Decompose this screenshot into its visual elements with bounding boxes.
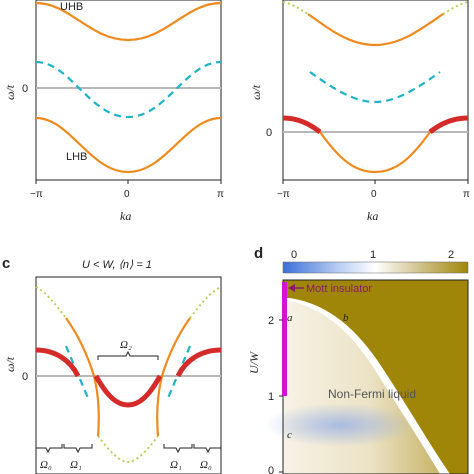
point-c-label: c — [287, 429, 292, 441]
panel-c-brace-omega1-left — [63, 444, 93, 454]
panel-c-letter: c — [2, 255, 10, 272]
panel-d-letter: d — [254, 245, 263, 262]
colorbar-tick-0: 0 — [291, 249, 297, 261]
panel-c-brace-omega0-right — [193, 444, 222, 454]
panel-d-ytick-1: 1 — [268, 391, 274, 403]
panel-b-middle-dashed — [309, 71, 441, 104]
panel-b-lower-curve — [319, 131, 431, 174]
panel-b-red-right — [428, 115, 469, 134]
panel-a-xtick-left: −π — [30, 189, 43, 200]
panel-b: 0 ω/t −π 0 π ka — [249, 0, 470, 223]
panel-a-uhb-curve — [35, 1, 222, 42]
panel-d-ylabel: U/W — [247, 351, 261, 374]
panel-c-bottom-dotted — [97, 435, 159, 464]
panel-b-red-left — [282, 115, 322, 134]
panel-a-zero-tick: 0 — [22, 83, 28, 95]
nfl-label: Non-Fermi liquid — [328, 387, 416, 401]
panel-c-red-right — [175, 347, 222, 378]
panel-c-orange-left — [65, 317, 100, 437]
uhb-label: UHB — [60, 1, 83, 13]
colorbar-tick-1: 1 — [370, 249, 376, 261]
panel-b-ylabel: ω/t — [249, 84, 263, 100]
lhb-label: LHB — [66, 151, 87, 163]
panel-c-ylabel: ω/t — [3, 356, 17, 372]
panel-a-xlabel: ka — [120, 209, 131, 223]
panel-a-ylabel: ω/t — [3, 84, 17, 100]
panel-d-ytick-2: 2 — [268, 315, 274, 327]
panel-b-xtick-right: π — [463, 189, 470, 200]
panel-b-frame — [282, 0, 469, 181]
point-b-label: b — [343, 312, 349, 324]
blue-glow-region — [265, 403, 415, 447]
colorbar-tick-2: 2 — [448, 249, 454, 261]
panel-b-upper-dotted-right — [442, 1, 469, 15]
panel-a: UHB LHB 0 ω/t −π 0 π ka — [3, 0, 224, 223]
panel-c-orange-right — [156, 317, 191, 437]
panel-c-zero-tick: 0 — [22, 371, 28, 383]
omega0-left-label: Ω₀ — [40, 459, 52, 471]
panel-a-middle-dashed — [35, 60, 222, 119]
omega0-right-label: Ω₀ — [200, 459, 212, 471]
panel-a-lhb-curve — [35, 116, 222, 174]
panel-c-top-dotted-left — [35, 286, 67, 319]
panel-d: d 0 1 2 Mott insulator Non-Fermi liquid … — [247, 245, 469, 474]
mott-insulator-region — [283, 280, 468, 474]
omega1-right-label: Ω₁ — [170, 459, 182, 471]
panel-c-brace-omega0-left — [35, 444, 63, 454]
mott-marker-bar — [282, 282, 287, 396]
panel-b-xtick-left: −π — [277, 189, 290, 200]
colorbar — [282, 261, 469, 274]
panel-b-xlabel: ka — [367, 209, 378, 223]
panel-c-red-center — [93, 374, 163, 408]
omega2-label: Ω₂ — [120, 339, 132, 351]
panel-a-xtick-right: π — [217, 189, 224, 200]
mott-arrow-head — [288, 284, 295, 292]
panel-a-xtick-mid: 0 — [124, 189, 130, 200]
panel-b-upper-curve — [307, 13, 444, 47]
panel-b-xtick-mid: 0 — [371, 189, 377, 200]
panel-c-top-dotted-right — [189, 286, 222, 319]
mott-label: Mott insulator — [306, 283, 372, 295]
panel-b-upper-dotted — [282, 1, 309, 15]
panel-c: c U < W, ⟨n⟩ = 1 Ω₂ Ω₀ Ω₁ Ω₁ Ω₀ 0 ω/t — [2, 255, 222, 474]
panel-c-red-left — [35, 347, 81, 378]
panel-c-title: U < W, ⟨n⟩ = 1 — [82, 259, 152, 271]
omega1-left-label: Ω₁ — [70, 459, 82, 471]
panel-d-ytick-0: 0 — [268, 465, 274, 474]
phase-map — [265, 279, 469, 474]
panel-c-brace-omega1-right — [163, 444, 193, 454]
panel-c-omega2-brace — [97, 350, 159, 360]
panel-a-frame — [35, 0, 222, 181]
point-a-label: a — [287, 312, 293, 324]
panel-b-zero-tick: 0 — [266, 127, 272, 139]
